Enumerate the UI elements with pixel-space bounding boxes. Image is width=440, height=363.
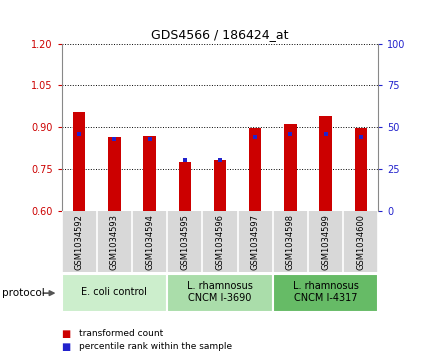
Text: GSM1034596: GSM1034596 <box>216 213 224 270</box>
Bar <box>214 160 226 211</box>
Text: GSM1034595: GSM1034595 <box>180 213 189 269</box>
Text: GSM1034600: GSM1034600 <box>356 213 365 270</box>
Bar <box>273 274 378 312</box>
Bar <box>62 274 167 312</box>
Bar <box>179 162 191 211</box>
Text: ■: ■ <box>62 329 71 339</box>
Bar <box>73 112 85 211</box>
Text: L. rhamnosus
CNCM I-3690: L. rhamnosus CNCM I-3690 <box>187 281 253 303</box>
Text: L. rhamnosus
CNCM I-4317: L. rhamnosus CNCM I-4317 <box>293 281 359 303</box>
Text: protocol: protocol <box>2 288 45 298</box>
Text: E. coli control: E. coli control <box>81 287 147 297</box>
Title: GDS4566 / 186424_at: GDS4566 / 186424_at <box>151 28 289 41</box>
Text: GSM1034597: GSM1034597 <box>251 213 260 270</box>
Text: percentile rank within the sample: percentile rank within the sample <box>79 342 232 351</box>
Bar <box>108 137 121 211</box>
Text: transformed count: transformed count <box>79 330 163 338</box>
Bar <box>249 129 261 211</box>
Text: GSM1034592: GSM1034592 <box>75 213 84 269</box>
Text: GSM1034593: GSM1034593 <box>110 213 119 270</box>
Text: GSM1034598: GSM1034598 <box>286 213 295 270</box>
Bar <box>319 116 332 211</box>
Bar <box>284 124 297 211</box>
Bar <box>355 128 367 211</box>
Text: ■: ■ <box>62 342 71 352</box>
Bar <box>143 136 156 211</box>
Text: GSM1034594: GSM1034594 <box>145 213 154 269</box>
Text: GSM1034599: GSM1034599 <box>321 213 330 269</box>
Bar <box>167 274 273 312</box>
